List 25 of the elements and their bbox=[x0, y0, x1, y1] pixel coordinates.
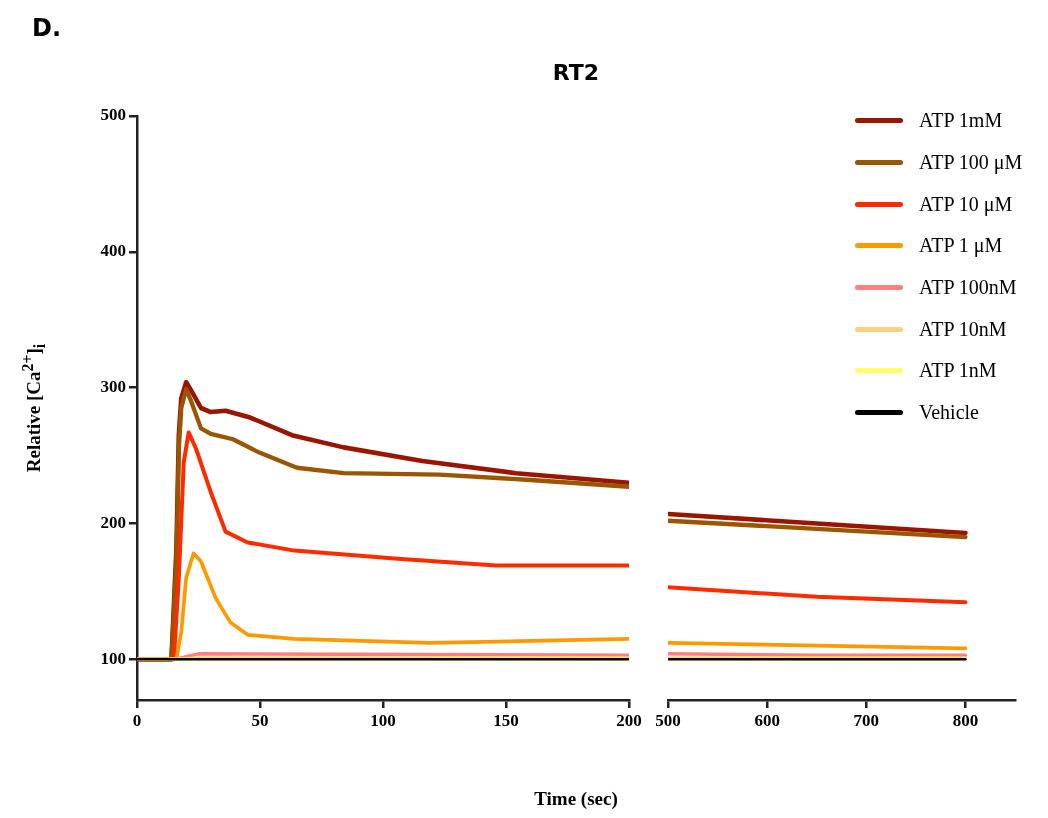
legend-label: ATP 1nM bbox=[919, 359, 997, 383]
x-tick-label: 50 bbox=[251, 710, 269, 730]
chart-title: RT2 bbox=[551, 60, 601, 85]
legend-label: ATP 1mM bbox=[919, 109, 1003, 133]
y-tick-label: 100 bbox=[100, 648, 126, 668]
text: D. bbox=[32, 14, 62, 42]
y-tick-label: 200 bbox=[100, 512, 126, 532]
legend-label: ATP 10 μM bbox=[919, 192, 1013, 216]
legend-label: ATP 100 μM bbox=[919, 151, 1023, 175]
x-tick-label: 200 bbox=[616, 710, 642, 730]
x-tick-label: 500 bbox=[655, 710, 681, 730]
legend-label: Vehicle bbox=[919, 401, 979, 425]
y-tick-label: 300 bbox=[100, 377, 126, 397]
y-tick-label: 500 bbox=[100, 105, 126, 125]
x-tick-label: 0 bbox=[132, 710, 142, 730]
x-tick-label: 100 bbox=[370, 710, 396, 730]
y-tick-label: 400 bbox=[100, 241, 126, 261]
x-tick-label: 700 bbox=[853, 710, 880, 730]
x-tick-label: 600 bbox=[754, 710, 780, 730]
x-tick-label: 150 bbox=[493, 710, 519, 730]
x-axis-title: Time (sec) bbox=[533, 788, 619, 810]
legend-label: ATP 1 μM bbox=[919, 234, 1003, 258]
legend-label: ATP 10nM bbox=[919, 317, 1007, 341]
x-tick-label: 800 bbox=[952, 710, 979, 730]
legend-label: ATP 100nM bbox=[919, 276, 1017, 300]
